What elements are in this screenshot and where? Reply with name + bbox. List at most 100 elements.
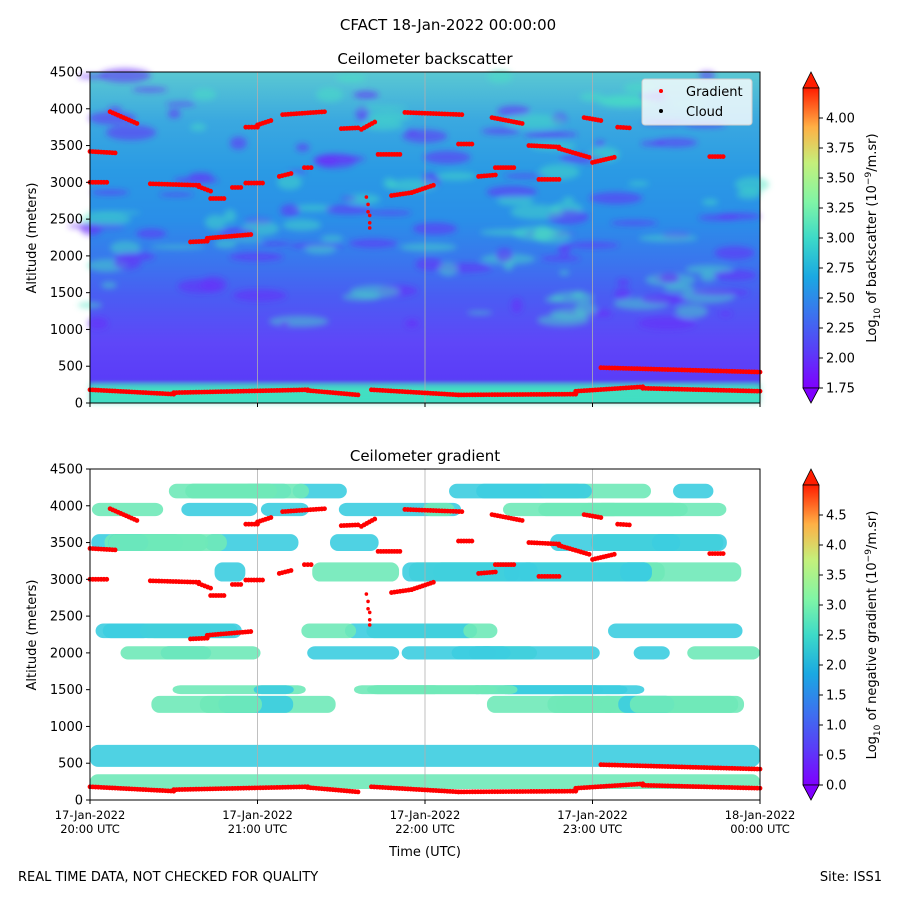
gradient-colorbar-label: Log10 of negative gradient (10−9/m.sr) <box>864 511 883 760</box>
y-tick-label: 4000 <box>50 102 83 117</box>
colorbar-tick-label: 3.5 <box>826 569 847 584</box>
y-tick-label: 3000 <box>50 176 83 191</box>
colorbar-tick-label: 1.5 <box>826 689 847 704</box>
gradient-marker <box>367 220 372 225</box>
y-tick-label: 1500 <box>50 683 83 698</box>
backscatter-ylabel: Altitude (meters) <box>25 183 40 294</box>
legend-cloud-marker <box>659 109 663 113</box>
colorbar-tick-label: 1.75 <box>826 382 855 397</box>
gradient-marker <box>598 515 604 520</box>
x-tick-label: 17-Jan-2022 <box>557 808 628 822</box>
x-tick-label: 21:00 UTC <box>228 822 288 836</box>
gradient-marker <box>511 165 517 171</box>
gradient-panel: Ceilometer gradient 0 500 1000 1500 2000 2500… <box>25 447 883 860</box>
y-tick-label: 1000 <box>50 720 83 735</box>
colorbar-tick-label: 0.0 <box>826 779 847 794</box>
gradient-marker <box>112 547 118 553</box>
legend-gradient-marker <box>659 89 663 93</box>
gradient-marker <box>367 623 372 627</box>
gradient-marker <box>372 516 378 522</box>
gradient-marker <box>492 172 498 178</box>
y-tick-label: 3500 <box>50 536 83 551</box>
y-tick-label: 2500 <box>50 610 83 625</box>
y-tick-label: 0 <box>75 794 83 809</box>
legend: Gradient Cloud <box>641 78 753 126</box>
gradient-marker <box>372 119 378 125</box>
colorbar-tick-label: 4.00 <box>826 112 855 127</box>
gradient-marker <box>556 176 562 182</box>
backscatter-y-axis: 0 500 1000 1500 2000 2500 3000 3500 4000 4500 <box>50 66 90 412</box>
gradient-marker <box>248 232 254 237</box>
gradient-marker <box>308 562 314 568</box>
gradient-marker <box>322 506 327 512</box>
gradient-marker <box>302 165 307 171</box>
gradient-colorbar: 0.0 0.5 1.0 1.5 2.0 2.5 3.0 3.5 4.0 4.5 Log10 of … <box>802 468 883 801</box>
y-tick-label: 1500 <box>50 286 83 301</box>
y-tick-label: 3500 <box>50 139 83 154</box>
x-tick-label: 22:00 UTC <box>395 822 455 836</box>
y-tick-label: 0 <box>75 397 83 412</box>
colorbar-tick-label: 3.50 <box>826 172 855 187</box>
gradient-marker <box>355 789 361 795</box>
gradient-marker <box>305 165 311 171</box>
y-tick-label: 500 <box>58 757 83 772</box>
x-tick-label: 20:00 UTC <box>60 822 120 836</box>
colorbar-tick-label: 2.75 <box>826 262 855 277</box>
gradient-x-axis: 17-Jan-2022 20:00 UTC 17-Jan-2022 21:00 UTC… <box>55 800 795 836</box>
gradient-marker <box>367 213 372 218</box>
gradient-marker <box>208 188 214 194</box>
gradient-marker <box>104 576 110 582</box>
backscatter-colorbar: 1.75 2.00 2.25 2.50 2.75 3.00 3.25 3.50 3.75 4.00… <box>802 71 883 404</box>
gradient-marker <box>221 593 227 598</box>
legend-cloud-label: Cloud <box>686 105 723 120</box>
gradient-marker <box>598 118 604 123</box>
gradient-marker <box>248 629 254 634</box>
y-tick-label: 3000 <box>50 573 83 588</box>
colorbar-tick-label: 4.0 <box>826 539 847 554</box>
gradient-marker <box>364 592 369 596</box>
colorbar-tick-label: 1.0 <box>826 719 847 734</box>
y-tick-label: 4500 <box>50 463 83 478</box>
y-tick-label: 2500 <box>50 213 83 228</box>
gradient-marker <box>586 154 592 160</box>
gradient-marker <box>112 150 118 156</box>
gradient-marker <box>720 551 726 556</box>
colorbar-tick-label: 2.25 <box>826 322 855 337</box>
gradient-marker <box>492 569 498 575</box>
legend-gradient-label: Gradient <box>686 85 743 100</box>
gradient-marker <box>238 582 244 587</box>
colorbar-tick-label: 3.00 <box>826 232 855 247</box>
gradient-marker <box>302 562 307 568</box>
gradient-marker <box>626 522 632 528</box>
gradient-marker <box>367 610 372 615</box>
gradient-marker <box>367 617 372 622</box>
gradient-marker <box>364 195 369 199</box>
gradient-marker <box>288 568 294 573</box>
x-tick-label: 17-Jan-2022 <box>390 808 461 822</box>
gradient-marker <box>322 109 327 115</box>
gradient-marker <box>469 141 475 147</box>
backscatter-colorbar-label: Log10 of backscatter (10−9/m.sr) <box>864 133 883 342</box>
gradient-marker <box>134 518 140 523</box>
colorbar-tick-label: 3.25 <box>826 202 855 217</box>
colorbar-tick-label: 2.5 <box>826 629 847 644</box>
gradient-marker <box>459 509 465 515</box>
backscatter-gradient-markers <box>87 109 763 398</box>
colorbar-tick-label: 0.5 <box>826 749 847 764</box>
y-tick-label: 500 <box>58 360 83 375</box>
y-tick-label: 2000 <box>50 646 83 661</box>
x-tick-label: 23:00 UTC <box>563 822 623 836</box>
colorbar-tick-label: 2.50 <box>826 292 855 307</box>
gradient-marker <box>611 154 617 160</box>
gradient-marker <box>459 112 465 118</box>
gradient-marker <box>367 226 372 230</box>
gradient-ylabel: Altitude (meters) <box>25 580 40 691</box>
gradient-marker <box>366 209 370 214</box>
gradient-marker <box>519 121 525 126</box>
gradient-marker <box>238 185 244 190</box>
gradient-xlabel: Time (UTC) <box>388 845 461 860</box>
gradient-marker <box>268 118 274 123</box>
gradient-marker <box>519 518 525 523</box>
y-tick-label: 4000 <box>50 499 83 514</box>
